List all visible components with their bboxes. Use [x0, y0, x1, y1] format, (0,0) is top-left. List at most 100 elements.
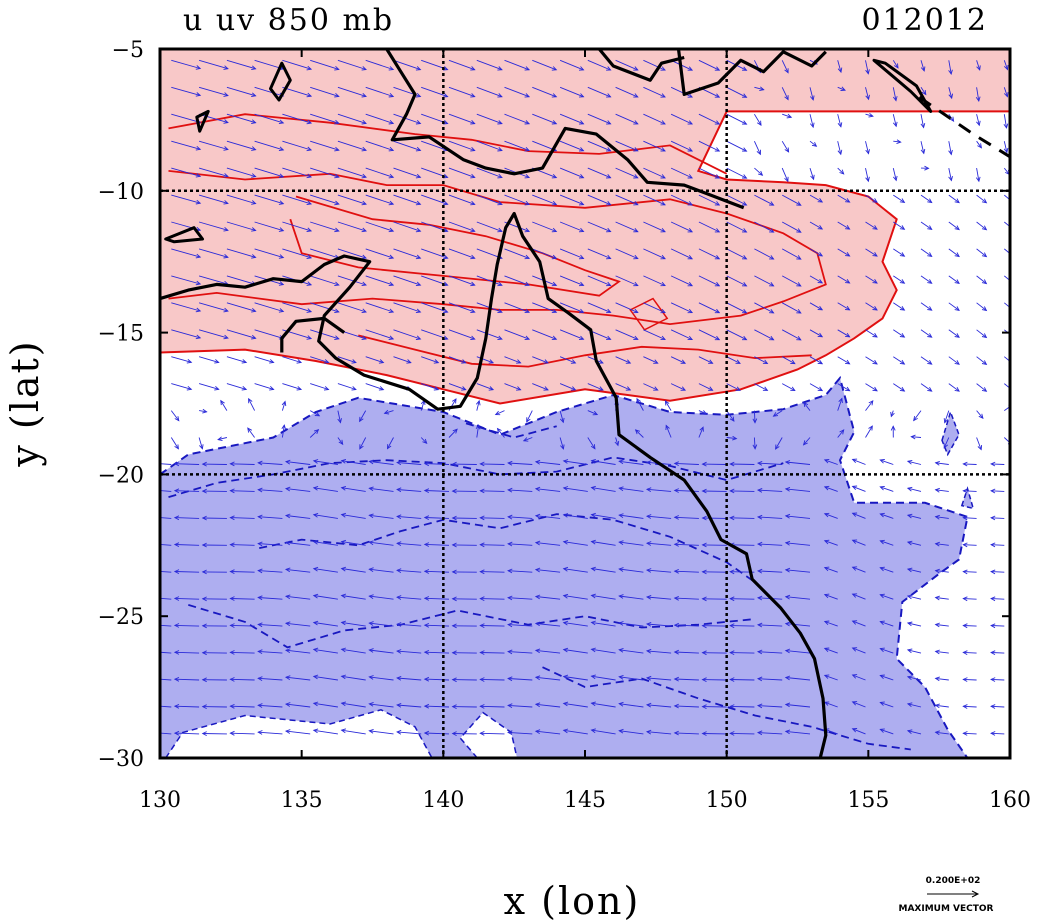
wind-vector-head: [284, 702, 291, 707]
wind-vector: [479, 488, 505, 494]
wind-vector-head: [784, 567, 791, 573]
wind-vector: [171, 329, 202, 340]
wind-vector: [160, 732, 172, 735]
wind-vector-head: [229, 650, 235, 655]
wind-vector-head: [388, 335, 395, 340]
wind-vector-head: [470, 119, 476, 125]
wind-vector-head: [562, 701, 569, 707]
wind-vector-head: [359, 416, 364, 423]
vector-scale-label: 0.200E+02: [926, 876, 981, 886]
wind-vector: [201, 461, 227, 467]
wind-vector-head: [741, 174, 748, 179]
wind-vector-shaft: [258, 543, 283, 546]
wind-vector-shaft: [837, 356, 850, 365]
wind-vector-head: [839, 169, 845, 175]
wind-vector-head: [173, 730, 180, 736]
wind-vector-shaft: [907, 703, 922, 708]
wind-vector-head: [590, 647, 596, 653]
wind-vector: [171, 86, 202, 97]
wind-vector-shaft: [282, 140, 312, 151]
wind-vector-shaft: [785, 488, 811, 492]
wind-vector-head: [334, 335, 340, 340]
wind-vector: [254, 383, 275, 391]
wind-vector-head: [334, 308, 340, 313]
wind-vector-head: [562, 459, 569, 464]
wind-vector: [226, 113, 257, 124]
wind-vector-shaft: [421, 356, 439, 364]
wind-vector: [448, 140, 476, 152]
wind-vector: [282, 356, 303, 364]
positive-contour: [358, 334, 812, 368]
wind-vector-head: [948, 149, 953, 156]
wind-vector-head: [415, 119, 422, 125]
wind-vector-head: [195, 172, 202, 178]
wind-vector-shaft: [341, 729, 366, 735]
wind-vector: [920, 60, 926, 72]
wind-vector: [170, 437, 179, 450]
wind-vector-shaft: [824, 513, 838, 519]
wind-vector: [962, 650, 977, 655]
wind-vector-head: [451, 596, 457, 602]
wind-vector: [160, 678, 172, 681]
wind-vector-head: [173, 542, 180, 547]
wind-vector: [476, 383, 495, 391]
wind-vector-shaft: [171, 383, 192, 390]
wind-vector-head: [618, 594, 624, 599]
wind-vector-head: [845, 278, 851, 284]
wind-vector-head: [201, 677, 207, 683]
wind-vector: [934, 541, 949, 547]
wind-vector: [701, 461, 727, 467]
wind-vector: [365, 329, 395, 340]
wind-vector-shaft: [393, 113, 421, 124]
wind-vector-head: [687, 255, 694, 260]
wind-vector-shaft: [781, 60, 789, 73]
wind-vector: [962, 731, 977, 736]
wind-vector: [643, 194, 666, 206]
wind-vector-shaft: [448, 383, 466, 391]
wind-vector: [906, 567, 922, 573]
wind-vector-shaft: [935, 624, 949, 627]
wind-vector: [670, 302, 694, 314]
wind-vector: [976, 221, 988, 231]
wind-vector-shaft: [880, 621, 894, 627]
wind-vector-head: [251, 200, 257, 205]
wind-vector-shaft: [824, 567, 838, 573]
wind-vector-shaft: [619, 541, 644, 546]
wind-vector-head: [551, 227, 558, 233]
wind-vector-head: [312, 593, 319, 599]
wind-vector-head: [769, 201, 775, 206]
wind-vector-shaft: [226, 221, 256, 231]
wind-vector: [365, 59, 395, 71]
wind-vector-shaft: [726, 356, 741, 364]
wind-vector-head: [257, 595, 263, 601]
wind-vector-head: [851, 566, 858, 571]
wind-vector: [865, 400, 874, 411]
wind-vector-head: [312, 459, 319, 464]
wind-vector-head: [803, 401, 809, 408]
wind-vector: [643, 113, 666, 125]
wind-vector-shaft: [1003, 60, 1008, 70]
wind-vector-shaft: [674, 489, 699, 492]
wind-vector-shaft: [504, 113, 530, 125]
wind-vector: [784, 460, 811, 465]
wind-vector-shaft: [226, 383, 247, 390]
wind-vector: [359, 410, 367, 423]
wind-vector: [753, 141, 761, 156]
wind-vector-head: [284, 567, 291, 573]
wind-vector-shaft: [480, 625, 505, 627]
wind-vector-head: [660, 201, 666, 206]
wind-vector: [643, 275, 666, 287]
wind-vector: [754, 356, 769, 364]
wind-vector-shaft: [809, 248, 823, 257]
wind-vector: [257, 676, 283, 681]
wind-vector: [284, 594, 311, 600]
wind-vector-shaft: [991, 652, 1005, 654]
wind-vector-shaft: [310, 275, 339, 286]
wind-vector: [587, 140, 612, 152]
wind-vector: [282, 248, 313, 259]
wind-vector: [976, 383, 988, 392]
wind-vector-head: [368, 567, 374, 572]
wind-vector-shaft: [160, 517, 172, 519]
wind-vector-shaft: [587, 59, 611, 71]
wind-vector-shaft: [258, 650, 283, 654]
